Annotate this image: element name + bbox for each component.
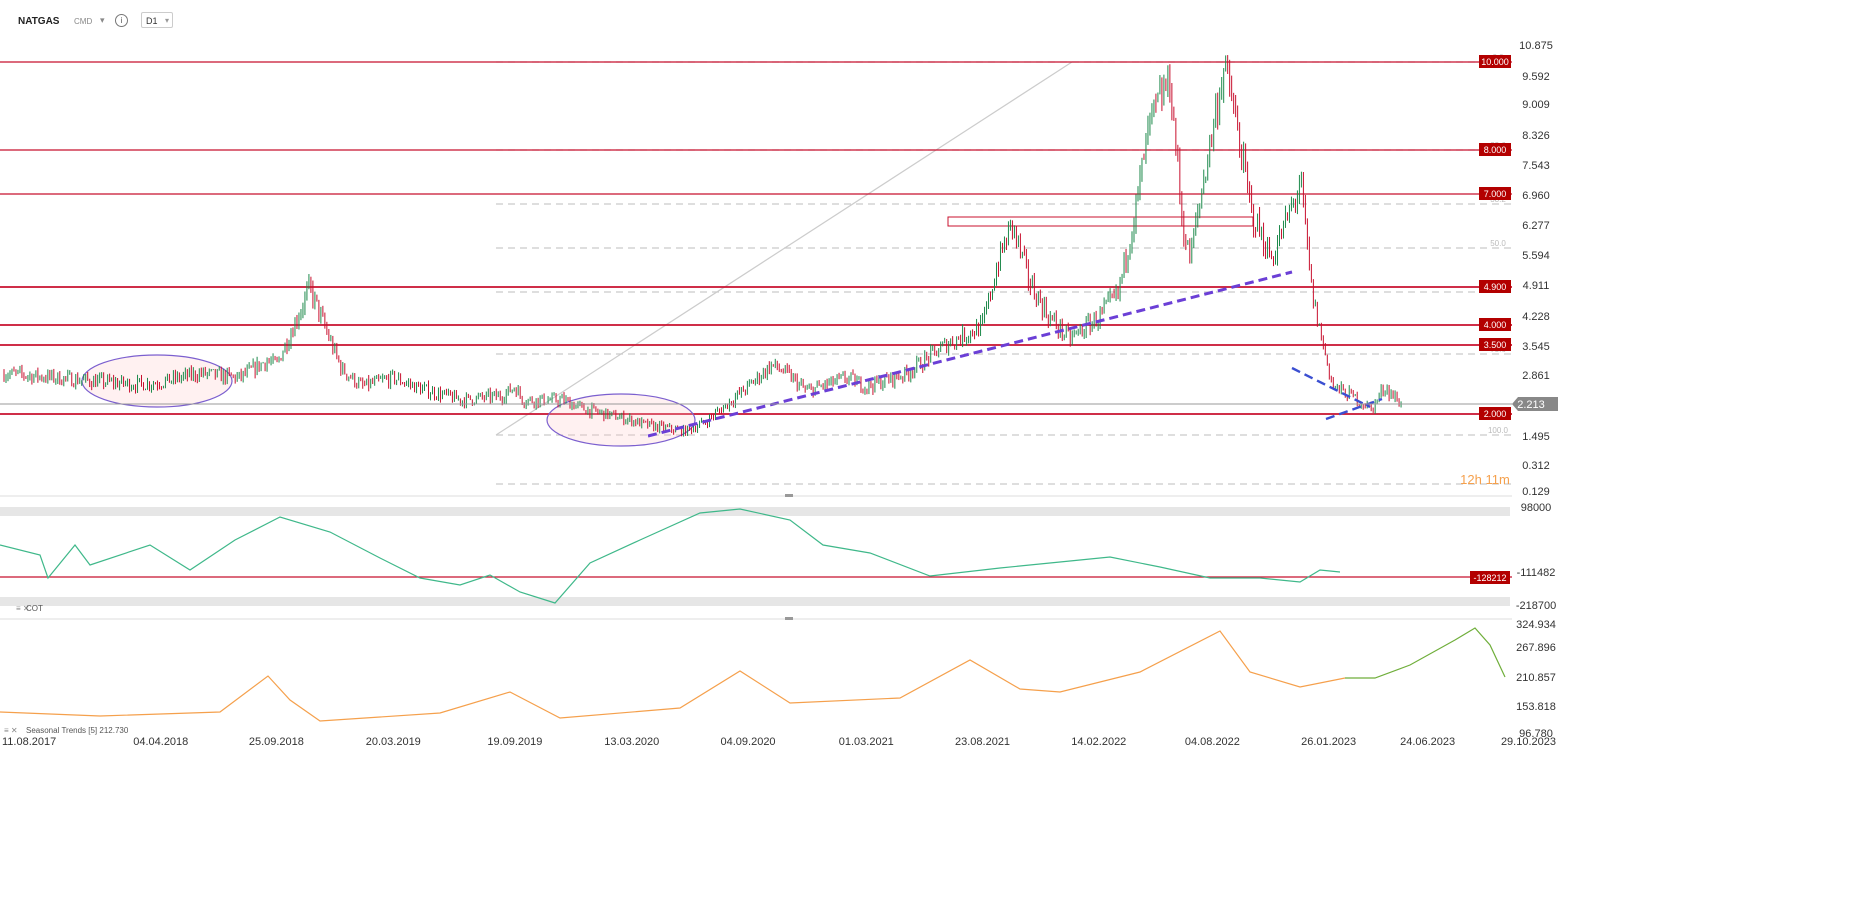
level-badge — [1479, 143, 1511, 156]
level-badge-label: 4.000 — [1484, 320, 1507, 330]
fib-level-label: 50.0 — [1490, 239, 1506, 248]
price-axis-tick: 10.875 — [1519, 40, 1553, 52]
price-axis-tick: 9.009 — [1522, 99, 1550, 111]
support-trendline[interactable] — [1325, 397, 1383, 421]
pane-resize-handle[interactable] — [785, 617, 793, 620]
time-axis-tick: 19.09.2019 — [487, 736, 542, 748]
cot-axis-tick: 98000 — [1521, 502, 1552, 514]
time-axis-tick: 24.06.2023 — [1400, 736, 1455, 748]
level-badge — [1479, 318, 1511, 331]
consolidation-ellipse[interactable] — [546, 393, 696, 447]
resistance-zone[interactable] — [947, 216, 1254, 227]
price-axis-tick: 6.960 — [1522, 190, 1550, 202]
cot-axis-tick: -111482 — [1517, 567, 1556, 579]
price-axis-tick: 0.129 — [1522, 486, 1550, 498]
price-axis-tick: 0.312 — [1522, 460, 1550, 472]
candle-countdown: 12h 11m — [1460, 472, 1510, 487]
seasonal-axis-tick: 267.896 — [1516, 642, 1556, 654]
time-axis-tick: 11.08.2017 — [2, 736, 56, 748]
price-axis-tick: 4.228 — [1522, 311, 1550, 323]
cot-band — [0, 597, 1510, 606]
cot-band — [0, 507, 1510, 516]
seasonal-pane-icons: ≡ ✕ — [4, 726, 18, 735]
seasonal-series-line — [0, 630, 1346, 722]
level-badge — [1479, 338, 1511, 351]
level-badge — [1479, 187, 1511, 200]
time-axis-tick: 04.08.2022 — [1185, 736, 1240, 748]
time-axis-tick: 13.03.2020 — [604, 736, 659, 748]
seasonal-pane-title: Seasonal Trends [5] 212.730 — [26, 726, 129, 735]
price-axis-tick: 7.543 — [1522, 160, 1550, 172]
cot-level-label: -128212 — [1473, 573, 1506, 583]
fib-anchor-line[interactable] — [495, 61, 1073, 436]
level-badge-label: 2.000 — [1484, 409, 1507, 419]
resistance-trendline[interactable] — [1291, 366, 1371, 409]
seasonal-axis-tick: 96.780 — [1519, 728, 1553, 740]
level-badge — [1470, 571, 1510, 584]
instrument-type-label: CMD — [74, 17, 93, 26]
chart-toolbar: NATGAS CMD ▾ i D1 ▾ — [0, 0, 1866, 40]
seasonal-axis-tick: 210.857 — [1516, 672, 1556, 684]
price-axis-tick: 2.861 — [1522, 370, 1550, 382]
cot-axis-tick: -218700 — [1516, 600, 1556, 612]
chevron-down-icon[interactable]: ▾ — [100, 15, 105, 25]
support-trendline[interactable] — [647, 270, 1293, 438]
cot-series-line — [0, 508, 1341, 604]
info-icon[interactable]: i — [115, 14, 128, 27]
time-axis-tick: 04.04.2018 — [133, 736, 188, 748]
level-badge — [1479, 407, 1511, 420]
time-axis-tick: 26.01.2023 — [1301, 736, 1356, 748]
seasonal-axis-tick: 324.934 — [1516, 619, 1556, 631]
level-badge-label: 8.000 — [1484, 145, 1507, 155]
current-price-badge — [1512, 397, 1558, 411]
time-axis-tick: 14.02.2022 — [1071, 736, 1126, 748]
time-axis-tick: 23.08.2021 — [955, 736, 1010, 748]
seasonal-axis-tick: 153.818 — [1516, 701, 1556, 713]
current-price-label: 2.213 — [1517, 399, 1545, 411]
price-axis-tick: 1.495 — [1522, 431, 1550, 443]
level-badge-label: 3.500 — [1484, 340, 1507, 350]
chevron-down-icon: ▾ — [164, 16, 169, 25]
price-axis-tick: 9.592 — [1522, 71, 1550, 83]
cot-pane-title: COT — [26, 604, 43, 613]
price-axis-tick: 5.594 — [1522, 250, 1550, 262]
time-axis-tick: 29.10.2023 — [1501, 736, 1556, 748]
fib-level-label: 100.0 — [1488, 426, 1509, 435]
level-badge — [1479, 55, 1511, 68]
time-axis-tick: 04.09.2020 — [721, 736, 776, 748]
seasonal-forecast-line — [1345, 627, 1506, 679]
price-axis-tick: 4.911 — [1523, 280, 1550, 292]
time-axis-tick: 25.09.2018 — [249, 736, 304, 748]
price-axis-tick: 8.326 — [1522, 130, 1550, 142]
cot-pane-icons: ≡ ✕ — [16, 604, 30, 613]
level-badge-label: 10.000 — [1481, 57, 1509, 67]
timeframe-select[interactable]: D1 ▾ — [141, 12, 173, 28]
price-axis-tick: 6.277 — [1522, 220, 1550, 232]
timeframe-value: D1 — [146, 16, 158, 26]
level-badge-label: 7.000 — [1484, 189, 1507, 199]
time-axis-tick: 20.03.2019 — [366, 736, 421, 748]
price-axis-tick: 3.545 — [1522, 341, 1550, 353]
level-badge — [1479, 280, 1511, 293]
symbol-label[interactable]: NATGAS — [18, 16, 60, 27]
candles — [3, 55, 1402, 437]
pane-resize-handle[interactable] — [785, 494, 793, 497]
time-axis-tick: 01.03.2021 — [839, 736, 894, 748]
level-badge-label: 4.900 — [1484, 282, 1507, 292]
